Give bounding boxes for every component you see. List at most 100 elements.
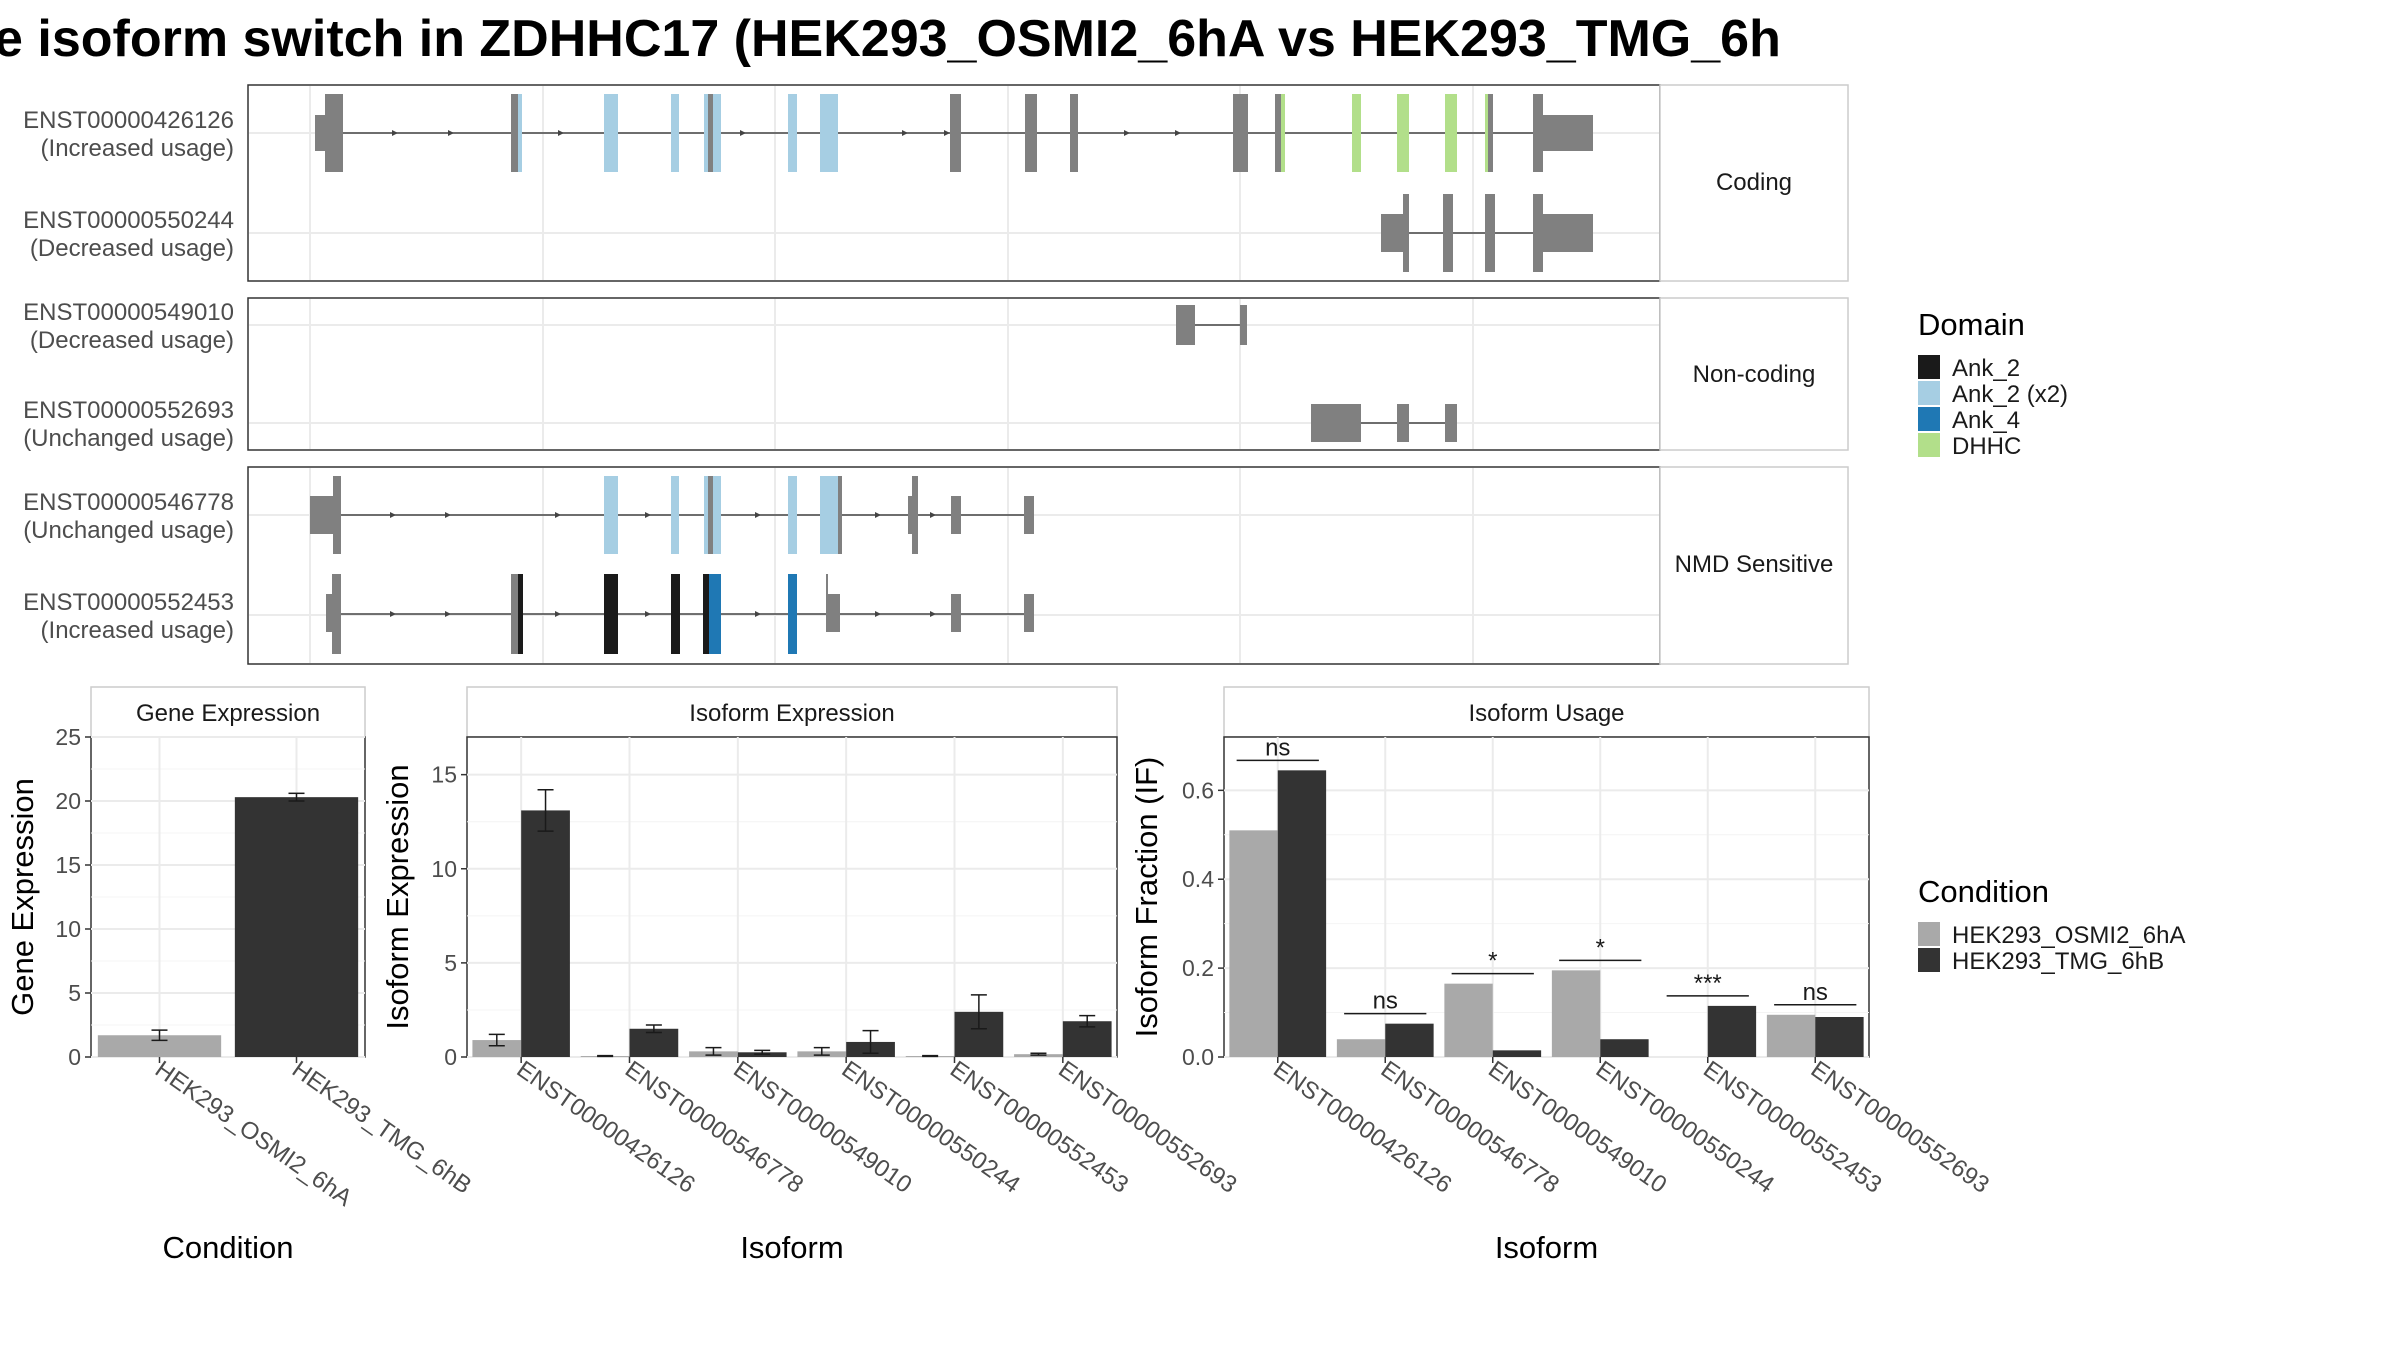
bar xyxy=(1815,1017,1864,1057)
x-tick-label: ENST00000552693 xyxy=(1806,1056,1994,1199)
chart-title: Gene Expression xyxy=(136,700,320,727)
x-tick-label: ENST00000552453 xyxy=(1698,1056,1886,1199)
facet-label-nmd: NMD Sensitive xyxy=(1675,551,1834,578)
transcript-row-549010 xyxy=(1176,305,1247,345)
legend-label: Ank_2 xyxy=(1952,355,2020,382)
legend-label: Ank_4 xyxy=(1952,407,2020,434)
transcript-id-label: ENST00000426126 xyxy=(23,107,234,134)
significance-label: * xyxy=(1488,948,1497,975)
y-axis-title: Isoform Expression xyxy=(380,764,415,1029)
transcript-row-426126 xyxy=(315,94,1593,172)
chart-title: Isoform Expression xyxy=(689,700,894,727)
transcript-usage-label: (Decreased usage) xyxy=(30,235,234,262)
transcript-row-552693 xyxy=(1311,404,1457,442)
significance-label: * xyxy=(1596,934,1605,961)
x-tick-label: ENST00000550244 xyxy=(837,1056,1025,1199)
legend-swatch xyxy=(1918,381,1940,405)
y-tick-label: 0.4 xyxy=(1182,866,1214,892)
transcript-usage-label: (Increased usage) xyxy=(41,135,234,162)
transcript-usage-label: (Decreased usage) xyxy=(30,327,234,354)
facet-label-noncoding: Non-coding xyxy=(1693,361,1816,388)
transcript-row-552453 xyxy=(326,574,1034,654)
legend-domain: Domain Ank_2 Ank_2 (x2) Ank_4 DHHC xyxy=(1918,307,2068,460)
gene-expression-chart: Gene Expression0510152025HEK293_OSMI2_6h… xyxy=(5,686,476,1265)
significance-label: *** xyxy=(1694,970,1722,997)
bar xyxy=(472,1040,522,1057)
legend-swatch xyxy=(1918,922,1940,946)
y-tick-label: 5 xyxy=(68,980,81,1006)
y-tick-label: 15 xyxy=(55,852,81,878)
figure-title: e isoform switch in ZDHHC17 (HEK293_OSMI… xyxy=(0,10,1781,68)
y-tick-label: 25 xyxy=(55,724,81,750)
bar xyxy=(1229,830,1278,1057)
x-tick-label: ENST00000552693 xyxy=(1053,1056,1241,1199)
legend-label: DHHC xyxy=(1952,433,2021,460)
x-tick-label: ENST00000549010 xyxy=(1483,1056,1671,1199)
y-tick-label: 0.2 xyxy=(1182,955,1214,981)
legend-swatch xyxy=(1918,433,1940,457)
transcript-structure: Coding Non-coding NMD Sensitive ENST0000… xyxy=(23,84,1849,665)
transcript-usage-label: (Unchanged usage) xyxy=(23,425,234,452)
transcript-row-546778 xyxy=(310,476,1034,554)
legend-swatch xyxy=(1918,355,1940,379)
y-tick-label: 0.0 xyxy=(1182,1044,1214,1070)
bar xyxy=(234,797,359,1057)
y-axis-title: Isoform Fraction (IF) xyxy=(1129,757,1164,1038)
transcript-id-label: ENST00000546778 xyxy=(23,489,234,516)
bar xyxy=(1600,1039,1649,1057)
significance-label: ns xyxy=(1373,988,1398,1015)
chart-title: Isoform Usage xyxy=(1468,700,1624,727)
y-tick-label: 20 xyxy=(55,788,81,814)
isoform-expression-chart: Isoform Expression051015ENST00000426126E… xyxy=(380,686,1242,1265)
facet-panel-noncoding xyxy=(247,297,1661,451)
bar xyxy=(1766,1014,1816,1057)
facet-strips: Coding Non-coding NMD Sensitive xyxy=(1659,84,1849,665)
significance-label: ns xyxy=(1803,979,1828,1006)
y-tick-label: 0 xyxy=(444,1044,457,1070)
facet-label-coding: Coding xyxy=(1716,169,1792,196)
bar xyxy=(97,1035,222,1057)
x-axis-title: Isoform xyxy=(1495,1230,1598,1265)
y-tick-label: 0 xyxy=(68,1044,81,1070)
y-tick-label: 10 xyxy=(55,916,81,942)
x-tick-label: ENST00000426126 xyxy=(512,1056,700,1199)
x-axis-title: Isoform xyxy=(740,1230,843,1265)
y-tick-label: 15 xyxy=(431,762,457,788)
y-tick-label: 10 xyxy=(431,856,457,882)
bar xyxy=(521,810,570,1057)
legend-label: Ank_2 (x2) xyxy=(1952,381,2068,408)
transcript-usage-label: (Increased usage) xyxy=(41,617,234,644)
legend-label: HEK293_TMG_6hB xyxy=(1952,948,2164,975)
legend-condition-title: Condition xyxy=(1918,874,2049,909)
significance-label: ns xyxy=(1265,734,1290,761)
transcript-usage-label: (Unchanged usage) xyxy=(23,517,234,544)
transcript-labels: ENST00000426126 (Increased usage) ENST00… xyxy=(23,107,234,644)
chart-title-strip xyxy=(1223,686,1870,738)
x-tick-label: ENST00000426126 xyxy=(1268,1056,1456,1199)
x-tick-label: ENST00000549010 xyxy=(728,1056,916,1199)
legend-domain-title: Domain xyxy=(1918,307,2025,342)
y-tick-label: 5 xyxy=(444,950,457,976)
bar xyxy=(1551,970,1601,1057)
transcript-row-550244 xyxy=(1381,194,1593,272)
legend-swatch xyxy=(1918,407,1940,431)
bar xyxy=(1707,1005,1757,1057)
y-tick-label: 0.6 xyxy=(1182,777,1214,803)
transcript-id-label: ENST00000552693 xyxy=(23,397,234,424)
x-tick-label: ENST00000546778 xyxy=(1376,1056,1564,1199)
x-axis-title: Condition xyxy=(163,1230,294,1265)
bar xyxy=(1492,1050,1542,1057)
bar xyxy=(1277,770,1327,1057)
legend-swatch xyxy=(1918,948,1940,972)
bar xyxy=(1385,1023,1434,1057)
y-axis-title: Gene Expression xyxy=(5,778,40,1016)
bar xyxy=(1444,983,1493,1057)
transcript-id-label: ENST00000549010 xyxy=(23,299,234,326)
legend-label: HEK293_OSMI2_6hA xyxy=(1952,922,2185,949)
bar xyxy=(629,1028,679,1057)
transcript-id-label: ENST00000550244 xyxy=(23,207,234,234)
legend-condition: Condition HEK293_OSMI2_6hA HEK293_TMG_6h… xyxy=(1918,874,2185,975)
bar xyxy=(1336,1039,1386,1057)
